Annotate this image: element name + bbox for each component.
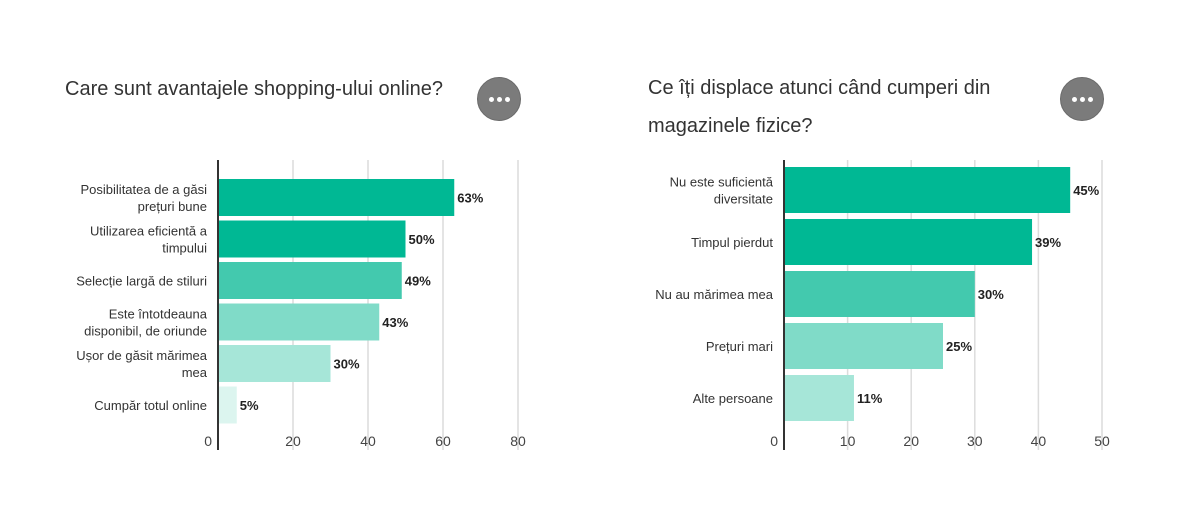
category-label: Ușor de găsit mărimea bbox=[76, 348, 208, 363]
bar bbox=[784, 323, 943, 369]
chart-1-more-button[interactable] bbox=[477, 77, 521, 121]
data-label: 50% bbox=[409, 232, 435, 247]
category-label: Posibilitatea de a găsi bbox=[81, 182, 208, 197]
x-tick-label: 60 bbox=[435, 433, 451, 449]
bar bbox=[784, 271, 975, 317]
category-label: Cumpăr totul online bbox=[94, 398, 207, 413]
category-label: Utilizarea eficientă a bbox=[90, 224, 208, 239]
x-tick-label: 0 bbox=[204, 433, 212, 449]
x-tick-label: 10 bbox=[840, 433, 856, 449]
bar bbox=[784, 219, 1033, 265]
category-label: Nu este suficientă bbox=[670, 175, 774, 190]
data-label: 11% bbox=[857, 391, 883, 406]
x-tick-label: 20 bbox=[903, 433, 919, 449]
category-label: timpului bbox=[162, 241, 207, 256]
bar bbox=[784, 375, 854, 421]
chart-1-title: Care sunt avantajele shopping-ului onlin… bbox=[65, 78, 444, 100]
data-label: 5% bbox=[240, 398, 259, 413]
category-label: Timpul pierdut bbox=[691, 235, 773, 250]
x-tick-label: 40 bbox=[360, 433, 376, 449]
bar bbox=[218, 345, 331, 382]
chart-2-title-line: magazinele fizice? bbox=[648, 115, 813, 137]
x-tick-label: 40 bbox=[1031, 433, 1047, 449]
data-label: 39% bbox=[1035, 235, 1061, 250]
bar bbox=[218, 220, 406, 258]
dot-icon bbox=[504, 96, 510, 102]
data-label: 25% bbox=[946, 339, 972, 354]
category-label: mea bbox=[182, 365, 208, 380]
category-label: Prețuri mari bbox=[706, 339, 773, 354]
category-label: Selecție largă de stiluri bbox=[76, 274, 207, 289]
data-label: 30% bbox=[334, 357, 360, 372]
x-tick-label: 20 bbox=[285, 433, 301, 449]
data-label: 49% bbox=[405, 274, 431, 289]
data-label: 45% bbox=[1073, 183, 1099, 198]
data-label: 43% bbox=[382, 315, 408, 330]
bar bbox=[218, 303, 380, 341]
dot-icon bbox=[1087, 96, 1093, 102]
dot-icon bbox=[496, 96, 502, 102]
x-tick-label: 50 bbox=[1094, 433, 1110, 449]
bar bbox=[218, 386, 237, 424]
category-label: prețuri bune bbox=[138, 199, 207, 214]
category-label: diversitate bbox=[714, 192, 773, 207]
bar bbox=[218, 179, 455, 216]
dot-icon bbox=[488, 96, 494, 102]
category-label: disponibil, de oriunde bbox=[84, 324, 207, 339]
chart-2-more-button[interactable] bbox=[1060, 77, 1104, 121]
category-label: Nu au mărimea mea bbox=[655, 287, 774, 302]
category-label: Alte persoane bbox=[693, 391, 773, 406]
dot-icon bbox=[1079, 96, 1085, 102]
bar bbox=[218, 262, 402, 299]
chart-2-title: Ce îți displace atunci când cumperi din … bbox=[648, 69, 990, 145]
x-tick-label: 0 bbox=[770, 433, 778, 449]
dot-icon bbox=[1071, 96, 1077, 102]
x-tick-label: 30 bbox=[967, 433, 983, 449]
category-label: Este întotdeauna bbox=[109, 307, 208, 322]
bar bbox=[784, 167, 1071, 213]
data-label: 63% bbox=[457, 191, 483, 206]
x-tick-label: 80 bbox=[510, 433, 526, 449]
chart-2-title-line: Ce îți displace atunci când cumperi din bbox=[648, 77, 991, 99]
data-label: 30% bbox=[978, 287, 1004, 302]
